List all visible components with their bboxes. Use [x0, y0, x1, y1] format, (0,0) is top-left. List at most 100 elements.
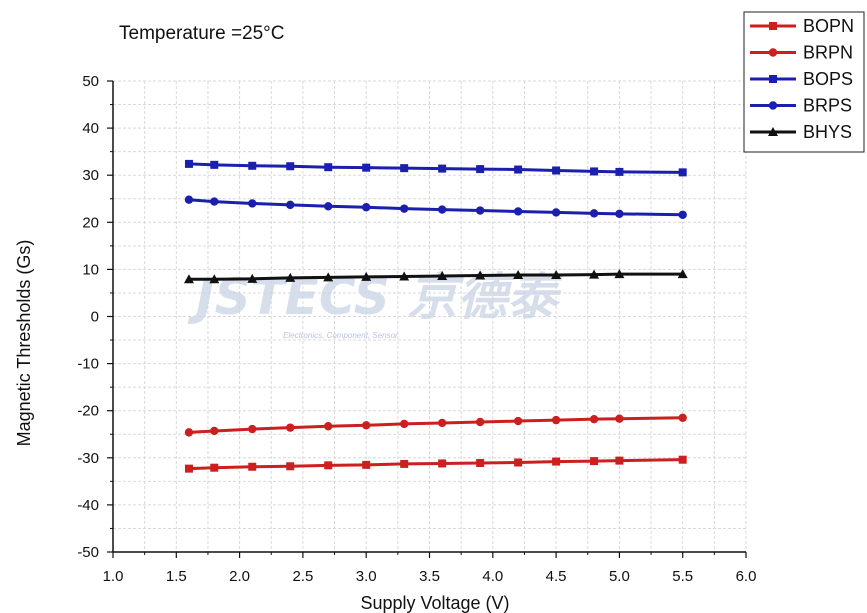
data-point-brps [362, 203, 371, 212]
data-point-bhys [361, 271, 372, 281]
data-point-bops [476, 165, 485, 174]
data-point-brpn [475, 417, 485, 427]
y-tick-label: -40 [77, 497, 99, 514]
data-point-brps [615, 209, 624, 219]
x-axis-title: Supply Voltage (V) [360, 593, 509, 613]
data-point-brps [248, 199, 257, 208]
watermark-subtext: Electronics, Component, Sensor [283, 331, 398, 340]
x-tick-label: 3.5 [419, 568, 440, 585]
x-tick-label: 6.0 [736, 568, 757, 585]
data-point-bhys [551, 270, 562, 280]
data-point-bhys [323, 272, 334, 282]
y-tick-label: -50 [77, 544, 99, 561]
data-point-brpn [324, 422, 333, 431]
data-point-bops [615, 167, 624, 176]
axes [107, 80, 747, 558]
data-point-brpn [551, 415, 561, 425]
data-point-bopn [514, 458, 523, 467]
data-point-brps [399, 204, 409, 213]
legend-marker-brps [768, 101, 778, 110]
data-point-bopn [552, 457, 561, 466]
x-tick-label: 4.0 [482, 568, 503, 585]
tick-labels: 1.0 1.5 2.0 2.5 3.0 3.5 4.0 4.5 5.0 5.5 6.0 50 40 30 2… [77, 73, 756, 585]
x-tick-label: 4.5 [546, 568, 567, 585]
series [183, 159, 688, 473]
data-point-bhys [614, 269, 625, 279]
data-point-bopn [615, 456, 624, 465]
data-point-brps [324, 202, 333, 211]
y-tick-label: 20 [82, 214, 99, 231]
data-point-bhys [399, 271, 410, 281]
data-point-bopn [400, 459, 409, 468]
data-point-brpn [678, 413, 687, 422]
data-point-brpn [362, 421, 371, 430]
data-point-bops [324, 163, 333, 172]
data-point-bops [400, 164, 409, 173]
y-tick-label: 50 [82, 73, 99, 90]
x-tick-label: 3.0 [356, 568, 377, 585]
data-point-bops [438, 164, 447, 173]
data-point-brps [286, 200, 295, 210]
data-point-brpn [286, 423, 295, 432]
data-point-brps [551, 208, 561, 217]
data-point-bopn [210, 463, 219, 472]
data-point-bhys [285, 272, 296, 282]
legend-label-bops: BOPS [803, 69, 853, 89]
legend-marker-bopn [769, 22, 777, 30]
data-point-bops [678, 168, 687, 177]
data-point-bopn [438, 459, 447, 468]
data-point-brps [589, 209, 599, 218]
data-point-bopn [678, 455, 687, 464]
data-point-brpn [184, 428, 194, 437]
legend-marker-brpn [768, 48, 778, 57]
data-point-bhys [475, 270, 486, 280]
series-line-brps [188, 198, 683, 217]
data-point-bops [552, 166, 561, 175]
x-tick-label: 1.5 [166, 568, 187, 585]
data-point-brps [513, 207, 523, 216]
legend-box [743, 11, 865, 153]
legend-marker-bops [769, 75, 777, 83]
data-point-bopn [286, 462, 295, 471]
data-point-brpn [513, 416, 523, 426]
legend-label-brps: BRPS [803, 96, 852, 116]
series-line-bopn [188, 458, 683, 471]
y-tick-label: -10 [77, 356, 99, 373]
y-tick-label: 30 [82, 167, 99, 184]
data-point-bops [248, 161, 257, 170]
x-tick-label: 5.0 [609, 568, 630, 585]
data-point-bhys [589, 269, 600, 279]
x-tick-label: 2.0 [229, 568, 250, 585]
data-point-brps [210, 197, 219, 206]
y-tick-label: 0 [91, 309, 99, 326]
x-tick-label: 5.5 [672, 568, 693, 585]
legend-label-bopn: BOPN [803, 16, 854, 36]
data-point-bopn [476, 458, 485, 467]
data-point-brps [678, 210, 687, 219]
data-point-bops [210, 160, 219, 169]
data-point-bhys [677, 269, 688, 279]
y-tick-label: 40 [82, 120, 99, 137]
chart-title: Temperature =25°C [119, 23, 285, 44]
data-point-brpn [437, 418, 447, 428]
data-point-bhys [209, 274, 220, 284]
x-tick-label: 1.0 [103, 568, 124, 585]
data-point-bhys [183, 274, 194, 284]
y-tick-label: -20 [77, 403, 99, 420]
grid [112, 80, 747, 553]
data-point-bopn [324, 461, 333, 470]
series-line-bhys [188, 272, 683, 281]
data-point-bhys [513, 270, 524, 280]
legend-label-bhys: BHYS [803, 122, 852, 142]
data-point-bopn [248, 462, 257, 471]
y-tick-label: -30 [77, 450, 99, 467]
data-point-brps [184, 195, 194, 204]
series-line-bops [188, 162, 683, 174]
data-point-bops [286, 162, 295, 171]
data-point-bhys [437, 270, 448, 280]
data-point-brpn [248, 424, 257, 434]
data-point-brpn [210, 426, 219, 436]
legend-label-brpn: BRPN [803, 43, 853, 63]
data-point-brps [437, 205, 447, 214]
